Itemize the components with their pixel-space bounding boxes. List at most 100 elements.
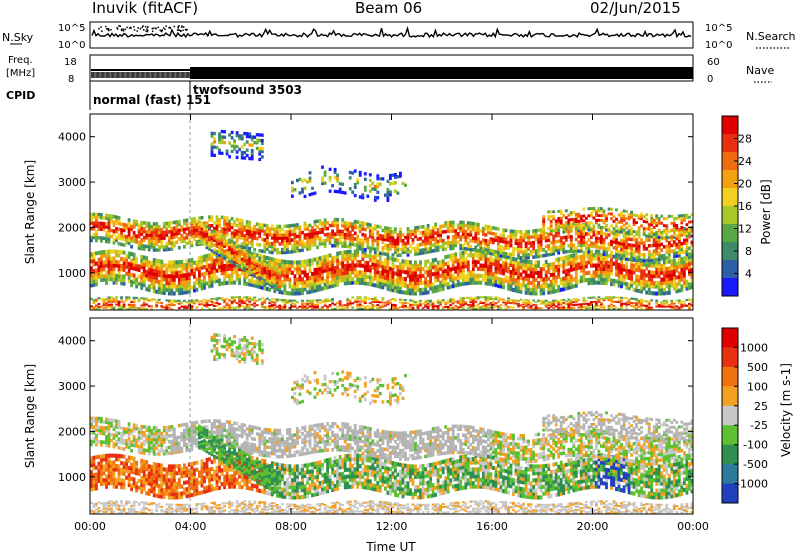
- heatmap-cell: [361, 227, 365, 231]
- heatmap-cell: [411, 288, 415, 293]
- heatmap-cell: [142, 258, 146, 263]
- heatmap-cell: [248, 303, 252, 306]
- heatmap-cell: [574, 227, 578, 231]
- heatmap-cell: [514, 238, 518, 242]
- heatmap-cell: [105, 305, 108, 308]
- heatmap-cell: [524, 263, 528, 268]
- heatmap-cell: [517, 253, 520, 257]
- heatmap-cell: [424, 280, 428, 285]
- heatmap-cell: [245, 153, 249, 158]
- heatmap-cell: [366, 261, 370, 266]
- heatmap-cell: [316, 245, 319, 250]
- heatmap-cell: [318, 239, 322, 243]
- heatmap-cell: [527, 266, 531, 271]
- heatmap-cell: [366, 307, 370, 310]
- heatmap-cell: [296, 234, 299, 239]
- heatmap-cell: [260, 249, 264, 253]
- heatmap-cell: [522, 269, 526, 274]
- heatmap-cell: [562, 276, 566, 281]
- heatmap-cell: [514, 261, 518, 266]
- heatmap-cell: [92, 302, 96, 305]
- heatmap-cell: [469, 244, 473, 249]
- heatmap-cell: [429, 301, 433, 304]
- heatmap-cell: [165, 230, 169, 234]
- heatmap-cell: [213, 243, 216, 247]
- heatmap-cell: [504, 251, 508, 256]
- heatmap-cell: [597, 207, 601, 210]
- heatmap-cell: [356, 226, 360, 230]
- nave-bar: [176, 72, 178, 78]
- heatmap-cell: [286, 236, 289, 240]
- heatmap-cell: [389, 176, 392, 181]
- heatmap-cell: [193, 225, 196, 230]
- heatmap-cell: [265, 279, 269, 283]
- heatmap-cell: [557, 306, 561, 309]
- heatmap-cell: [504, 240, 508, 244]
- heatmap-cell: [281, 227, 284, 232]
- heatmap-cell: [190, 220, 194, 224]
- heatmap-cell: [446, 268, 450, 273]
- heatmap-cell: [482, 277, 485, 282]
- heatmap-cell: [434, 225, 438, 230]
- heatmap-cell: [220, 236, 224, 240]
- heatmap-cell: [273, 301, 277, 304]
- heatmap-cell: [391, 244, 395, 248]
- nsearch-dot: [157, 26, 159, 29]
- heatmap-cell: [527, 263, 531, 268]
- heatmap-cell: [461, 307, 465, 310]
- heatmap-cell: [547, 307, 551, 310]
- heatmap-cell: [544, 236, 548, 240]
- heatmap-cell: [175, 240, 179, 245]
- heatmap-cell: [376, 301, 380, 304]
- heatmap-cell: [245, 306, 249, 309]
- heatmap-cell: [215, 304, 219, 307]
- heatmap-cell: [627, 269, 631, 274]
- heatmap-cell: [610, 224, 613, 228]
- heatmap-cell: [585, 305, 588, 308]
- heatmap-cell: [549, 279, 553, 284]
- heatmap-cell: [170, 260, 174, 265]
- heatmap-cell: [167, 288, 171, 293]
- heatmap-cell: [250, 232, 254, 237]
- heatmap-cell: [260, 303, 264, 306]
- heatmap-cell: [238, 263, 242, 267]
- heatmap-cell: [117, 304, 121, 307]
- heatmap-cell: [306, 283, 309, 288]
- heatmap-cell: [499, 270, 503, 275]
- heatmap-cell: [577, 229, 581, 233]
- heatmap-cell: [346, 304, 350, 307]
- heatmap-cell: [419, 242, 422, 247]
- heatmap-cell: [522, 300, 526, 303]
- heatmap-cell: [215, 229, 219, 234]
- heatmap-cell: [193, 281, 196, 286]
- heatmap-cell: [610, 303, 613, 306]
- heatmap-cell: [574, 220, 578, 223]
- heatmap-cell: [394, 238, 397, 243]
- heatmap-cell: [489, 271, 493, 276]
- heatmap-cell: [225, 303, 229, 306]
- heatmap-cell: [361, 263, 365, 268]
- heatmap-cell: [303, 186, 307, 190]
- heatmap-cell: [401, 266, 405, 271]
- heatmap-cell: [298, 231, 302, 235]
- heatmap-cell: [436, 248, 440, 252]
- heatmap-cell: [426, 269, 430, 274]
- heatmap-cell: [188, 279, 191, 284]
- heatmap-cell: [162, 291, 166, 296]
- heatmap-cell: [394, 288, 397, 293]
- nave-bar: [145, 72, 146, 78]
- heatmap-cell: [499, 239, 503, 243]
- heatmap-cell: [499, 281, 503, 286]
- heatmap-cell: [250, 241, 254, 246]
- heatmap-cell: [210, 232, 214, 236]
- heatmap-cell: [92, 224, 96, 228]
- heatmap-cell: [554, 258, 558, 263]
- heatmap-cell: [318, 283, 322, 288]
- heatmap-cell: [137, 226, 141, 230]
- heatmap-cell: [539, 270, 543, 275]
- heatmap-cell: [499, 245, 503, 249]
- heatmap-cell: [509, 241, 513, 245]
- nave-bar: [161, 72, 163, 78]
- heatmap-cell: [333, 189, 337, 194]
- heatmap-cell: [270, 303, 274, 306]
